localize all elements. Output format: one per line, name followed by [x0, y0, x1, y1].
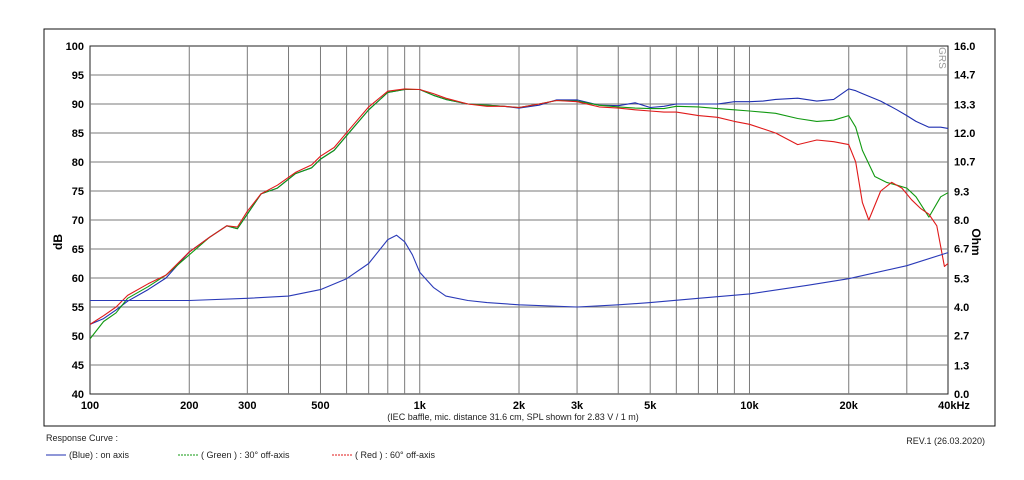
series-line-impedance [90, 234, 949, 308]
x-tick-label: 2k [513, 400, 526, 412]
y2-tick-label: 12.0 [954, 128, 975, 140]
y-tick-label: 65 [72, 244, 84, 256]
y-tick-label: 50 [72, 331, 84, 343]
y2-tick-label: 4.0 [954, 302, 969, 314]
y2-tick-label: 14.7 [954, 69, 975, 81]
y-tick-label: 75 [72, 186, 84, 198]
y-tick-label: 55 [72, 302, 84, 314]
y-tick-label: 95 [72, 70, 84, 82]
y2-tick-label: 16.0 [954, 41, 975, 53]
x-tick-label: 5k [644, 400, 657, 412]
y2-tick-label: 6.7 [954, 243, 969, 255]
y2-tick-label: 1.3 [954, 361, 969, 373]
revision-label: REV.1 (26.03.2020) [906, 436, 985, 446]
y-tick-label: 45 [72, 360, 84, 372]
x-tick-label: 100 [81, 400, 99, 412]
y2-tick-label: 9.3 [954, 187, 969, 199]
y2-tick-label: 10.7 [954, 156, 975, 168]
legend-label-green: ( Green ) : 30° off-axis [201, 450, 290, 460]
series-lines [89, 88, 949, 340]
y2-tick-label: 0.0 [954, 389, 969, 401]
tick-labels: 40 45 50 55 60 65 70 75 80 85 90 95 100 0.0 1.3 2.7 4.0 5… [66, 41, 976, 412]
legend: (Blue) : on axis ( Green ) : 30° off-axi… [46, 450, 435, 460]
legend-label-red: ( Red ) : 60° off-axis [355, 450, 435, 460]
x-tick-label: 40kHz [938, 400, 970, 412]
watermark: GRS [936, 47, 947, 69]
x-tick-label: 20k [840, 400, 859, 412]
y-tick-label: 100 [66, 41, 84, 53]
x-tick-label: 200 [180, 400, 198, 412]
x-tick-label: 1k [414, 400, 427, 412]
measurement-note: (IEC baffle, mic. distance 31.6 cm, SPL … [387, 412, 639, 422]
y-tick-label: 70 [72, 215, 84, 227]
y-axis-title: dB [51, 234, 65, 250]
y-tick-label: 40 [72, 389, 84, 401]
y-tick-label: 85 [72, 128, 84, 140]
legend-title: Response Curve : [46, 433, 118, 443]
y2-axis-title: Ohm [969, 228, 983, 255]
x-tick-label: 3k [571, 400, 584, 412]
x-tick-label: 500 [311, 400, 329, 412]
y2-tick-label: 2.7 [954, 330, 969, 342]
y-tick-label: 60 [72, 273, 84, 285]
y-tick-label: 90 [72, 99, 84, 111]
x-tick-label: 300 [238, 400, 256, 412]
y-tick-label: 80 [72, 157, 84, 169]
y2-tick-label: 5.3 [954, 274, 969, 286]
y2-tick-label: 8.0 [954, 215, 969, 227]
legend-label-blue: (Blue) : on axis [69, 450, 130, 460]
x-tick-label: 10k [740, 400, 759, 412]
series-line-60deg [89, 88, 949, 325]
y2-tick-label: 13.3 [954, 100, 975, 112]
